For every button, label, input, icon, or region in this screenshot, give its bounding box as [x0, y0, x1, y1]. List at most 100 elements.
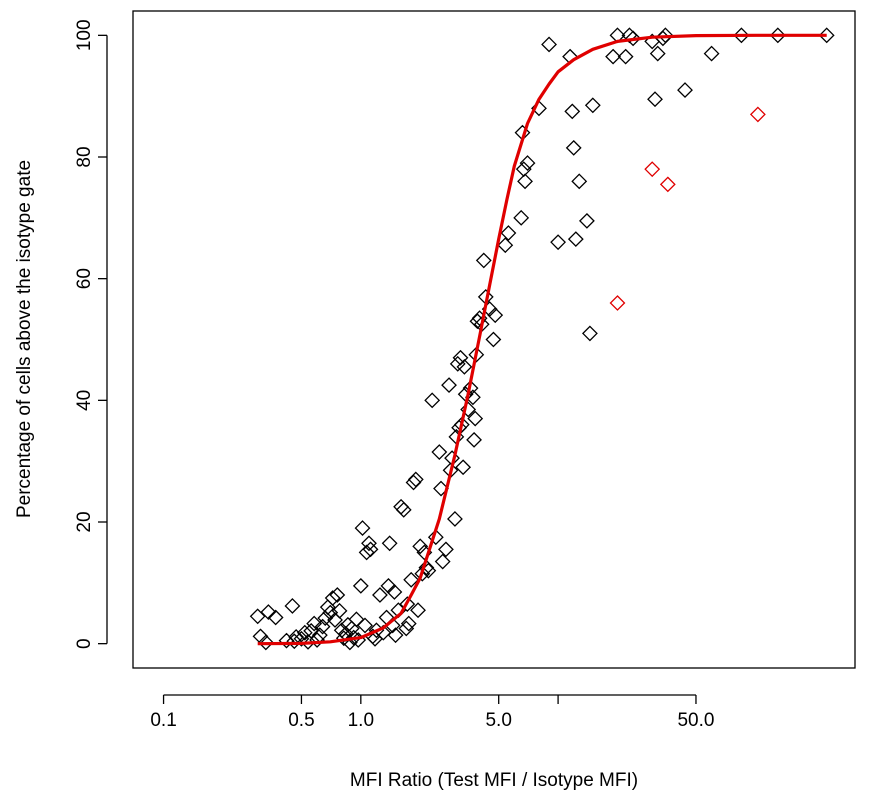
data-point: [345, 629, 362, 646]
data-point: [434, 553, 451, 570]
data-point: [398, 620, 415, 637]
data-point: [452, 349, 469, 366]
data-point: [487, 307, 504, 324]
y-tick-label: 80: [74, 146, 95, 167]
data-point: [497, 237, 514, 254]
data-point: [517, 173, 533, 190]
data-point: [567, 231, 584, 248]
data-point: [372, 587, 388, 603]
data-point: [357, 617, 373, 634]
data-point: [395, 501, 412, 518]
outlier-point: [749, 106, 766, 123]
data-point: [386, 584, 403, 600]
data-point: [260, 604, 277, 620]
data-point: [331, 602, 348, 619]
data-point: [410, 602, 426, 619]
data-point: [381, 535, 398, 552]
data-point: [513, 209, 530, 226]
data-point: [519, 155, 536, 172]
data-point: [462, 380, 479, 397]
data-point: [453, 416, 470, 433]
data-point: [400, 615, 417, 632]
data-point: [387, 627, 404, 644]
y-tick-label: 0: [74, 638, 95, 649]
data-point: [257, 634, 274, 651]
data-point: [317, 610, 334, 627]
x-tick-label: 0.1: [150, 710, 176, 731]
data-point: [441, 377, 457, 394]
data-point: [329, 587, 346, 603]
data-point: [541, 36, 557, 53]
data-point: [286, 633, 303, 650]
data-point: [296, 624, 313, 641]
data-point: [475, 252, 492, 269]
outlier-point: [659, 176, 676, 193]
data-point: [625, 30, 642, 47]
data-points: [249, 27, 835, 651]
data-point: [466, 431, 482, 448]
data-point: [460, 401, 477, 418]
outlier-point: [644, 161, 661, 178]
data-point: [565, 139, 582, 156]
data-point: [358, 544, 375, 561]
data-point: [581, 325, 598, 342]
data-point: [431, 444, 448, 460]
data-point: [361, 535, 377, 552]
y-tick-label: 20: [74, 511, 95, 532]
data-point: [309, 632, 325, 648]
data-point: [403, 571, 420, 588]
data-point: [300, 633, 316, 650]
y-tick-label: 60: [74, 268, 95, 289]
data-point: [399, 596, 416, 613]
plot-frame: [132, 10, 856, 669]
data-point: [427, 529, 444, 546]
data-point: [348, 611, 365, 628]
fit-curve: [257, 33, 827, 646]
data-point: [647, 91, 663, 108]
data-point: [578, 212, 595, 229]
data-point: [362, 541, 379, 558]
data-point: [818, 27, 835, 44]
data-point: [324, 590, 341, 606]
y-axis-label: Percentage of cells above the isotype ga…: [14, 160, 35, 518]
data-point: [677, 82, 693, 99]
outlier-point: [609, 295, 626, 311]
data-point: [605, 48, 621, 65]
data-point: [485, 331, 502, 348]
data-point: [314, 618, 331, 635]
data-point: [249, 608, 266, 625]
data-point: [407, 471, 424, 488]
data-point: [769, 27, 786, 44]
data-point: [447, 511, 463, 527]
data-point: [733, 27, 750, 44]
data-point: [550, 234, 567, 251]
data-point: [703, 45, 720, 62]
data-point: [306, 615, 323, 632]
x-axis-label: MFI Ratio (Test MFI / Isotype MFI): [350, 770, 638, 791]
x-tick-label: 50.0: [677, 710, 714, 731]
data-point: [617, 48, 634, 65]
data-point: [437, 541, 454, 558]
data-point: [584, 97, 601, 114]
data-point: [449, 355, 466, 372]
x-tick-label: 1.0: [348, 710, 374, 731]
data-point: [500, 225, 517, 241]
data-point: [418, 559, 435, 576]
y-tick-label: 100: [74, 19, 95, 51]
data-point: [322, 604, 339, 621]
data-point: [649, 45, 666, 62]
x-tick-label: 0.5: [288, 710, 314, 731]
axis-ticks: 0.1 0.5 1.0 5.0 50.0 0 20 40 60 80 100: [74, 19, 714, 731]
data-point: [412, 538, 429, 555]
data-point: [405, 474, 422, 491]
data-point: [467, 410, 484, 427]
x-tick-label: 5.0: [485, 710, 511, 731]
y-tick-label: 40: [74, 390, 95, 411]
data-point: [468, 346, 485, 363]
data-point: [354, 520, 371, 537]
data-point: [456, 358, 473, 375]
data-point: [414, 565, 431, 582]
data-point: [352, 577, 369, 594]
data-point: [267, 609, 284, 626]
